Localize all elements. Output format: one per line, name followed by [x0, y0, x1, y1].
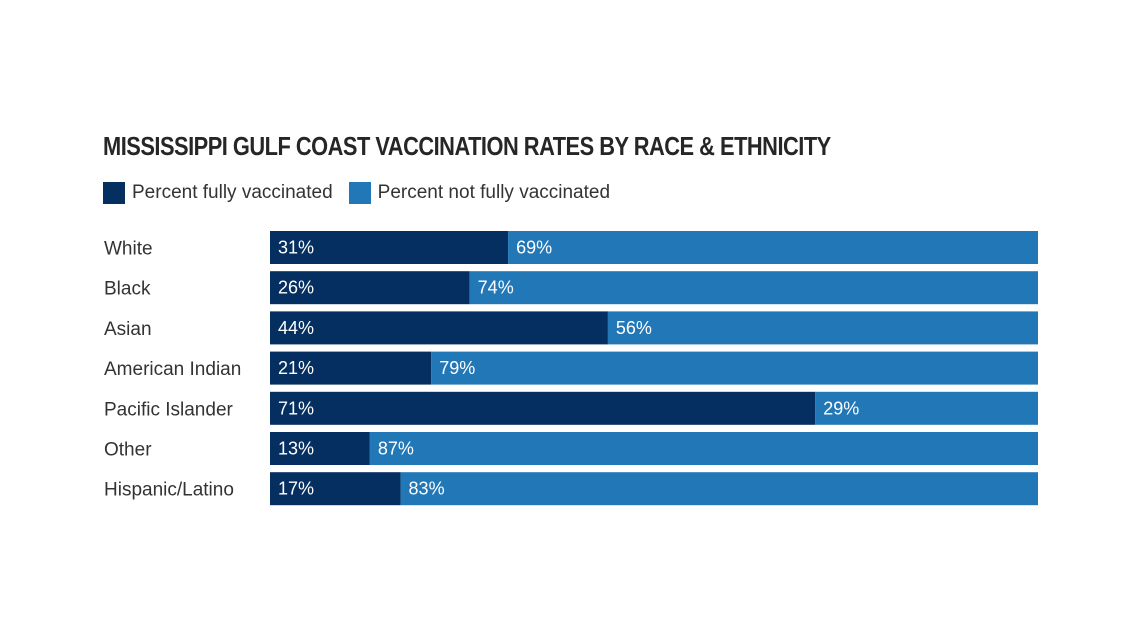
bar-white-percent-not-fully-vaccinated	[508, 231, 1039, 264]
legend-swatch-not-fully-vaccinated	[348, 182, 371, 204]
value-label-pacific-islander-percent-fully-vaccinated: 71%	[278, 398, 314, 418]
value-label-white-percent-fully-vaccinated: 31%	[278, 238, 314, 258]
value-label-american-indian-percent-fully-vaccinated: 21%	[278, 358, 314, 378]
chart-title: MISSISSIPPI GULF COAST VACCINATION RATES…	[103, 131, 831, 161]
legend-swatch-fully-vaccinated	[103, 182, 125, 204]
legend-item-not-fully-vaccinated: Percent not fully vaccinated	[348, 182, 611, 204]
bar-pacific-islander-percent-fully-vaccinated	[270, 391, 816, 425]
legend-label-not-fully-vaccinated: Percent not fully vaccinated	[377, 182, 611, 203]
value-label-asian-percent-fully-vaccinated: 44%	[278, 318, 314, 338]
bar-other-percent-not-fully-vaccinated	[369, 432, 1039, 465]
bar-asian-percent-not-fully-vaccinated	[607, 311, 1038, 345]
value-label-hispanic-latino-percent-not-fully-vaccinated: 83%	[409, 479, 445, 499]
bar-asian-percent-fully-vaccinated	[270, 311, 608, 345]
bar-pacific-islander-percent-not-fully-vaccinated	[815, 391, 1038, 425]
value-label-hispanic-latino-percent-fully-vaccinated: 17%	[278, 479, 314, 499]
value-label-asian-percent-not-fully-vaccinated: 56%	[616, 318, 652, 338]
legend-label-fully-vaccinated: Percent fully vaccinated	[132, 182, 333, 203]
bar-black-percent-not-fully-vaccinated	[469, 271, 1038, 305]
category-label-asian: Asian	[104, 319, 152, 340]
category-label-black: Black	[104, 279, 151, 300]
bar-white-percent-fully-vaccinated	[270, 231, 509, 264]
category-label-american-indian: American Indian	[104, 359, 241, 380]
bar-american-indian-percent-fully-vaccinated	[270, 351, 432, 385]
bar-hispanic-latino-percent-fully-vaccinated	[270, 472, 401, 506]
category-label-pacific-islander: Pacific Islander	[104, 399, 234, 420]
value-label-white-percent-not-fully-vaccinated: 69%	[516, 238, 552, 258]
category-label-other: Other	[104, 440, 152, 461]
legend-item-fully-vaccinated: Percent fully vaccinated	[103, 182, 333, 204]
value-label-other-percent-fully-vaccinated: 13%	[278, 439, 314, 459]
value-label-other-percent-not-fully-vaccinated: 87%	[378, 439, 414, 459]
value-label-american-indian-percent-not-fully-vaccinated: 79%	[439, 358, 475, 378]
bar-black-percent-fully-vaccinated	[270, 271, 470, 305]
value-label-black-percent-not-fully-vaccinated: 74%	[478, 278, 514, 298]
category-label-white: White	[104, 239, 153, 260]
value-label-pacific-islander-percent-not-fully-vaccinated: 29%	[823, 398, 859, 418]
legend: Percent fully vaccinated Percent not ful…	[103, 182, 626, 204]
bar-other-percent-fully-vaccinated	[270, 432, 370, 465]
bar-american-indian-percent-not-fully-vaccinated	[431, 351, 1038, 385]
value-label-black-percent-fully-vaccinated: 26%	[278, 278, 314, 298]
category-label-hispanic-latino: Hispanic/Latino	[104, 480, 234, 501]
bar-hispanic-latino-percent-not-fully-vaccinated	[400, 472, 1038, 506]
